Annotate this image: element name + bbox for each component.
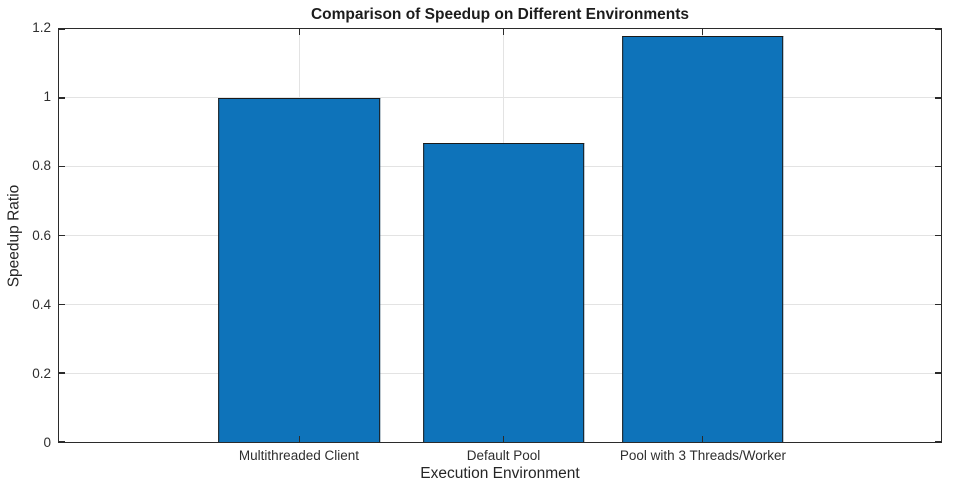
x-tick-mark bbox=[298, 436, 301, 442]
y-tick-mark bbox=[935, 303, 941, 306]
bar-3 bbox=[621, 35, 784, 442]
y-tick-mark bbox=[935, 165, 941, 168]
y-tick-label: 0.8 bbox=[32, 158, 51, 174]
y-tick-label: 0.4 bbox=[32, 296, 51, 312]
x-tick-label: Pool with 3 Threads/Worker bbox=[619, 448, 786, 463]
y-tick-label: 0.2 bbox=[32, 365, 51, 381]
x-tick-label: Default Pool bbox=[466, 448, 541, 463]
y-tick-label: 1 bbox=[43, 89, 51, 105]
x-tick-mark bbox=[298, 29, 301, 35]
y-tick-mark bbox=[59, 97, 65, 99]
y-tick-label: 1.2 bbox=[32, 20, 51, 35]
y-tick-mark bbox=[59, 441, 65, 443]
y-tick-mark bbox=[59, 234, 65, 237]
y-tick-mark bbox=[935, 28, 941, 30]
y-tick-labels: 0 0.2 0.4 0.6 0.8 1 1.2 bbox=[0, 20, 51, 450]
x-tick-labels: Multithreaded Client Default Pool Pool wit… bbox=[58, 448, 942, 465]
y-tick-mark bbox=[935, 372, 941, 374]
bar-1 bbox=[218, 97, 381, 442]
y-tick-mark bbox=[935, 97, 941, 99]
y-tick-mark bbox=[59, 303, 65, 306]
y-tick-mark bbox=[935, 441, 941, 443]
y-tick-mark bbox=[59, 372, 65, 374]
y-tick-mark bbox=[59, 28, 65, 30]
x-axis-label: Execution Environment bbox=[420, 465, 580, 482]
x-tick-mark bbox=[701, 436, 704, 442]
y-tick-label: 0.6 bbox=[32, 227, 51, 243]
x-tick-mark bbox=[502, 436, 505, 442]
ticks-layer bbox=[59, 28, 941, 443]
plot-area bbox=[58, 28, 942, 443]
bars-layer bbox=[59, 29, 941, 442]
x-tick-label: Multithreaded Client bbox=[238, 448, 360, 463]
y-tick-mark bbox=[59, 165, 65, 168]
y-tick-mark bbox=[935, 234, 941, 237]
y-tick-label: 0 bbox=[43, 435, 51, 450]
bar-2 bbox=[422, 142, 585, 442]
y-gridline bbox=[59, 97, 941, 99]
chart-title: Comparison of Speedup on Different Envir… bbox=[310, 6, 690, 23]
x-tick-mark bbox=[502, 29, 505, 35]
x-tick-mark bbox=[701, 29, 704, 35]
